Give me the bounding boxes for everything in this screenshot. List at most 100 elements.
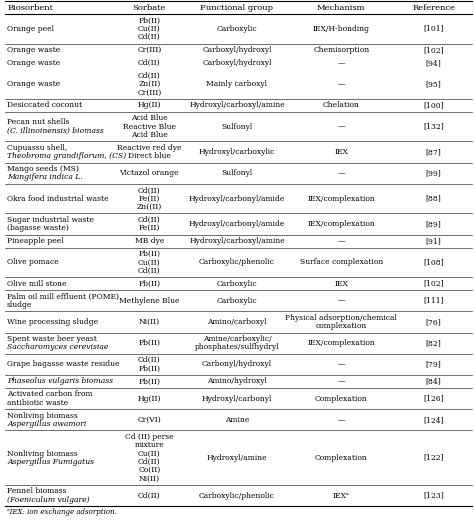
Text: Pb(II): Pb(II) xyxy=(138,378,160,386)
Text: IEX: IEX xyxy=(334,148,348,156)
Text: Complexation: Complexation xyxy=(315,454,368,462)
Text: (Foeniculum vulgare): (Foeniculum vulgare) xyxy=(7,496,90,504)
Text: Sugar industrial waste: Sugar industrial waste xyxy=(7,216,94,224)
Text: Functional group: Functional group xyxy=(201,4,273,11)
Text: Pecan nut shells: Pecan nut shells xyxy=(7,118,70,127)
Text: Hydroxyl/carboxyl/amine: Hydroxyl/carboxyl/amine xyxy=(189,237,285,245)
Text: —: — xyxy=(337,416,345,424)
Text: Carboxyl/hydroxyl: Carboxyl/hydroxyl xyxy=(202,59,272,67)
Text: Carboxylic/phenolic: Carboxylic/phenolic xyxy=(199,258,275,266)
Text: IEX: IEX xyxy=(334,280,348,288)
Text: Theobroma grandiflorum, (CS): Theobroma grandiflorum, (CS) xyxy=(7,152,127,160)
Text: [94]: [94] xyxy=(426,59,442,67)
Text: Cd(II): Cd(II) xyxy=(138,267,161,275)
Text: Ni(II): Ni(II) xyxy=(139,475,160,482)
Text: (C. illinoinensis) biomass: (C. illinoinensis) biomass xyxy=(7,127,104,135)
Text: Zn((II): Zn((II) xyxy=(137,203,162,211)
Text: [100]: [100] xyxy=(423,102,444,109)
Text: Fe(II): Fe(II) xyxy=(138,224,160,232)
Text: [88]: [88] xyxy=(426,195,442,203)
Text: Hydroxyl/carbonyl: Hydroxyl/carbonyl xyxy=(202,394,272,403)
Text: Mechanism: Mechanism xyxy=(317,4,365,11)
Text: —: — xyxy=(337,237,345,245)
Text: Methylene Blue: Methylene Blue xyxy=(119,296,180,305)
Text: Olive pomace: Olive pomace xyxy=(7,258,59,266)
Text: [122]: [122] xyxy=(423,454,444,462)
Text: Cd(II): Cd(II) xyxy=(138,72,161,80)
Text: Fe(II): Fe(II) xyxy=(138,195,160,203)
Text: Cu(II): Cu(II) xyxy=(138,24,161,33)
Text: Aspergillus awamori: Aspergillus awamori xyxy=(7,420,86,428)
Text: [91]: [91] xyxy=(426,237,442,245)
Text: Carboxyl/hydroxyl: Carboxyl/hydroxyl xyxy=(202,46,272,54)
Text: Hydroxyl/carbonyl/amide: Hydroxyl/carbonyl/amide xyxy=(189,220,285,228)
Text: Activated carbon from: Activated carbon from xyxy=(7,390,93,399)
Text: Cd(II): Cd(II) xyxy=(138,458,161,466)
Text: Orange waste: Orange waste xyxy=(7,46,60,54)
Text: —: — xyxy=(337,169,345,177)
Text: mixture: mixture xyxy=(135,441,164,449)
Text: Orange peel: Orange peel xyxy=(7,24,54,33)
Text: Carboxylic: Carboxylic xyxy=(217,24,257,33)
Text: Surface complexation: Surface complexation xyxy=(300,258,383,266)
Text: —: — xyxy=(337,361,345,368)
Text: Pb(II): Pb(II) xyxy=(138,365,160,373)
Text: Cd(II): Cd(II) xyxy=(138,356,161,364)
Text: IEXᵃ: IEXᵃ xyxy=(333,492,350,500)
Text: Nonliving biomass: Nonliving biomass xyxy=(7,412,78,419)
Text: sludge: sludge xyxy=(7,301,33,309)
Text: Cupuassu shell,: Cupuassu shell, xyxy=(7,144,67,152)
Text: [124]: [124] xyxy=(423,416,444,424)
Text: Acid Blue: Acid Blue xyxy=(131,131,168,139)
Text: Cu(II): Cu(II) xyxy=(138,258,161,266)
Text: MB dye: MB dye xyxy=(135,237,164,245)
Text: Pb(II): Pb(II) xyxy=(138,250,160,258)
Text: [102]: [102] xyxy=(423,280,444,288)
Text: Biosorbent: Biosorbent xyxy=(7,4,53,11)
Text: Physical adsorption/chemical: Physical adsorption/chemical xyxy=(285,314,397,322)
Text: Orange waste: Orange waste xyxy=(7,80,60,88)
Text: [84]: [84] xyxy=(426,378,442,386)
Text: Amine/carboxylic/: Amine/carboxylic/ xyxy=(202,335,272,343)
Text: [126]: [126] xyxy=(423,394,444,403)
Text: —: — xyxy=(337,59,345,67)
Text: Amino/carboxyl: Amino/carboxyl xyxy=(207,318,267,326)
Text: Pb(II): Pb(II) xyxy=(138,339,160,347)
Text: Mango seeds (MS): Mango seeds (MS) xyxy=(7,165,79,173)
Text: Chemisorption: Chemisorption xyxy=(313,46,369,54)
Text: Spent waste beer yeast: Spent waste beer yeast xyxy=(7,335,97,343)
Text: Zn(II): Zn(II) xyxy=(138,80,160,88)
Text: Sulfonyl: Sulfonyl xyxy=(221,169,253,177)
Text: Co(II): Co(II) xyxy=(138,466,160,474)
Text: Reactive Blue: Reactive Blue xyxy=(123,122,176,131)
Text: —: — xyxy=(337,80,345,88)
Text: Cd(II): Cd(II) xyxy=(138,492,161,500)
Text: Aspergillus Fumigatus: Aspergillus Fumigatus xyxy=(7,458,94,466)
Text: [111]: [111] xyxy=(423,296,444,305)
Text: Carbonyl/hydroxyl: Carbonyl/hydroxyl xyxy=(202,361,272,368)
Text: Okra food industrial waste: Okra food industrial waste xyxy=(7,195,109,203)
Text: [95]: [95] xyxy=(426,80,442,88)
Text: Desiccated coconut: Desiccated coconut xyxy=(7,102,82,109)
Text: Mangifera indica L.: Mangifera indica L. xyxy=(7,173,83,181)
Text: Reference: Reference xyxy=(412,4,455,11)
Text: (bagasse waste): (bagasse waste) xyxy=(7,224,69,232)
Text: Cd(II): Cd(II) xyxy=(138,59,161,67)
Text: Pineapple peel: Pineapple peel xyxy=(7,237,64,245)
Text: Cu(II): Cu(II) xyxy=(138,450,161,457)
Text: [87]: [87] xyxy=(426,148,442,156)
Text: Cd(II): Cd(II) xyxy=(138,187,161,194)
Text: Grape bagasse waste residue: Grape bagasse waste residue xyxy=(7,361,119,368)
Text: Cr(III): Cr(III) xyxy=(137,46,162,54)
Text: Sulfonyl: Sulfonyl xyxy=(221,122,253,131)
Text: Sorbate: Sorbate xyxy=(133,4,166,11)
Text: [123]: [123] xyxy=(423,492,444,500)
Text: Wine processing sludge: Wine processing sludge xyxy=(7,318,98,326)
Text: Hydroxyl/amine: Hydroxyl/amine xyxy=(207,454,267,462)
Text: [76]: [76] xyxy=(426,318,442,326)
Text: Ni(II): Ni(II) xyxy=(139,318,160,326)
Text: IEX/complexation: IEX/complexation xyxy=(308,220,375,228)
Text: Hydroxyl/carboxyl/amine: Hydroxyl/carboxyl/amine xyxy=(189,102,285,109)
Text: [101]: [101] xyxy=(423,24,444,33)
Text: Chelation: Chelation xyxy=(323,102,360,109)
